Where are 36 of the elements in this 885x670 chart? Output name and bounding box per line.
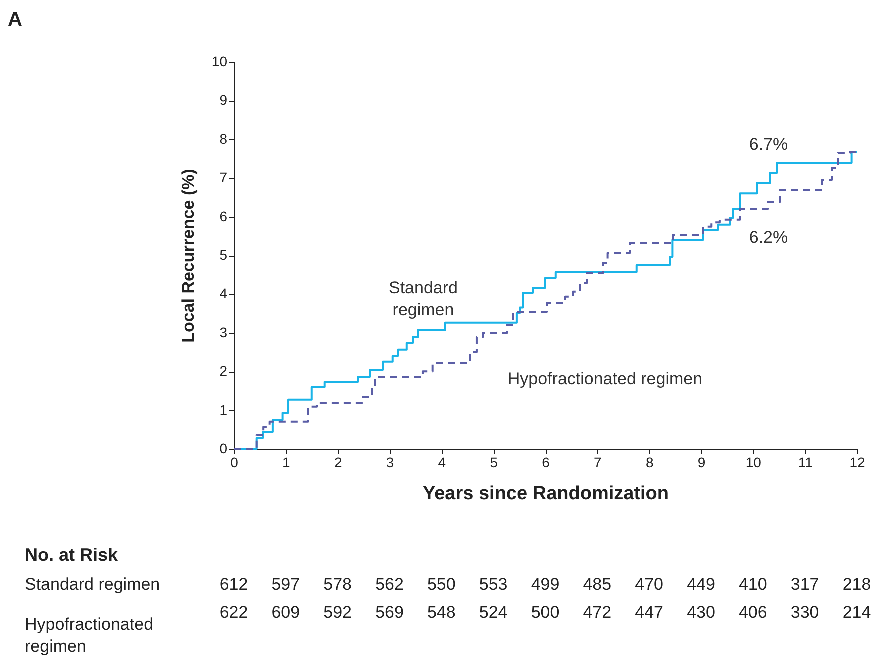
text: 622 609 592 569 548 524 500 472 447 430 406 330 214 (220, 603, 872, 622)
y-tick-label: 6 (220, 208, 228, 224)
y-tick-label: 3 (220, 324, 228, 340)
text: No. at Risk (25, 545, 120, 565)
x-tick-label: 1 (282, 454, 291, 470)
x-tick-label: 7 (594, 454, 602, 470)
y-tick-label: 0 (220, 440, 228, 456)
x-tick-label: 0 (230, 454, 239, 470)
y-tick-label: 7 (220, 170, 228, 186)
x-tick-label: 2 (334, 454, 342, 470)
x-tick-label: 5 (490, 454, 498, 470)
y-axis-title: Local Recurrence (%) (178, 169, 198, 343)
y-tick-label: 9 (220, 92, 228, 108)
text: Standard regimen (25, 575, 160, 594)
x-tick-label: 11 (798, 454, 814, 470)
text: Hypofractionated regimen (508, 369, 703, 388)
annotation: 6.7% (749, 135, 788, 154)
y-tick-label: 1 (220, 402, 228, 418)
x-tick-label: 8 (646, 454, 654, 470)
x-tick-label: 3 (386, 454, 394, 470)
text: 612 597 578 562 550 553 499 485 470 449 410 317 218 (220, 575, 872, 594)
series-label: Standard regimen (388, 278, 458, 320)
text: Hypofractionated regimen (25, 615, 154, 656)
x-tick-label: 6 (542, 454, 550, 470)
y-tick-label: 5 (220, 247, 228, 263)
text: A (8, 9, 22, 31)
y-tick-label: 10 (212, 54, 228, 70)
y-tick-label: 2 (220, 363, 228, 380)
y-tick-label: 4 (220, 286, 228, 302)
annotation: 6.2% (749, 228, 788, 248)
x-tick-label: 4 (438, 454, 446, 470)
x-tick-label: 12 (850, 454, 866, 470)
x-tick-label: 10 (746, 454, 762, 470)
y-tick-label: 8 (220, 130, 228, 147)
x-axis-title: Years since Randomization (422, 484, 670, 504)
x-tick-label: 9 (698, 454, 706, 470)
